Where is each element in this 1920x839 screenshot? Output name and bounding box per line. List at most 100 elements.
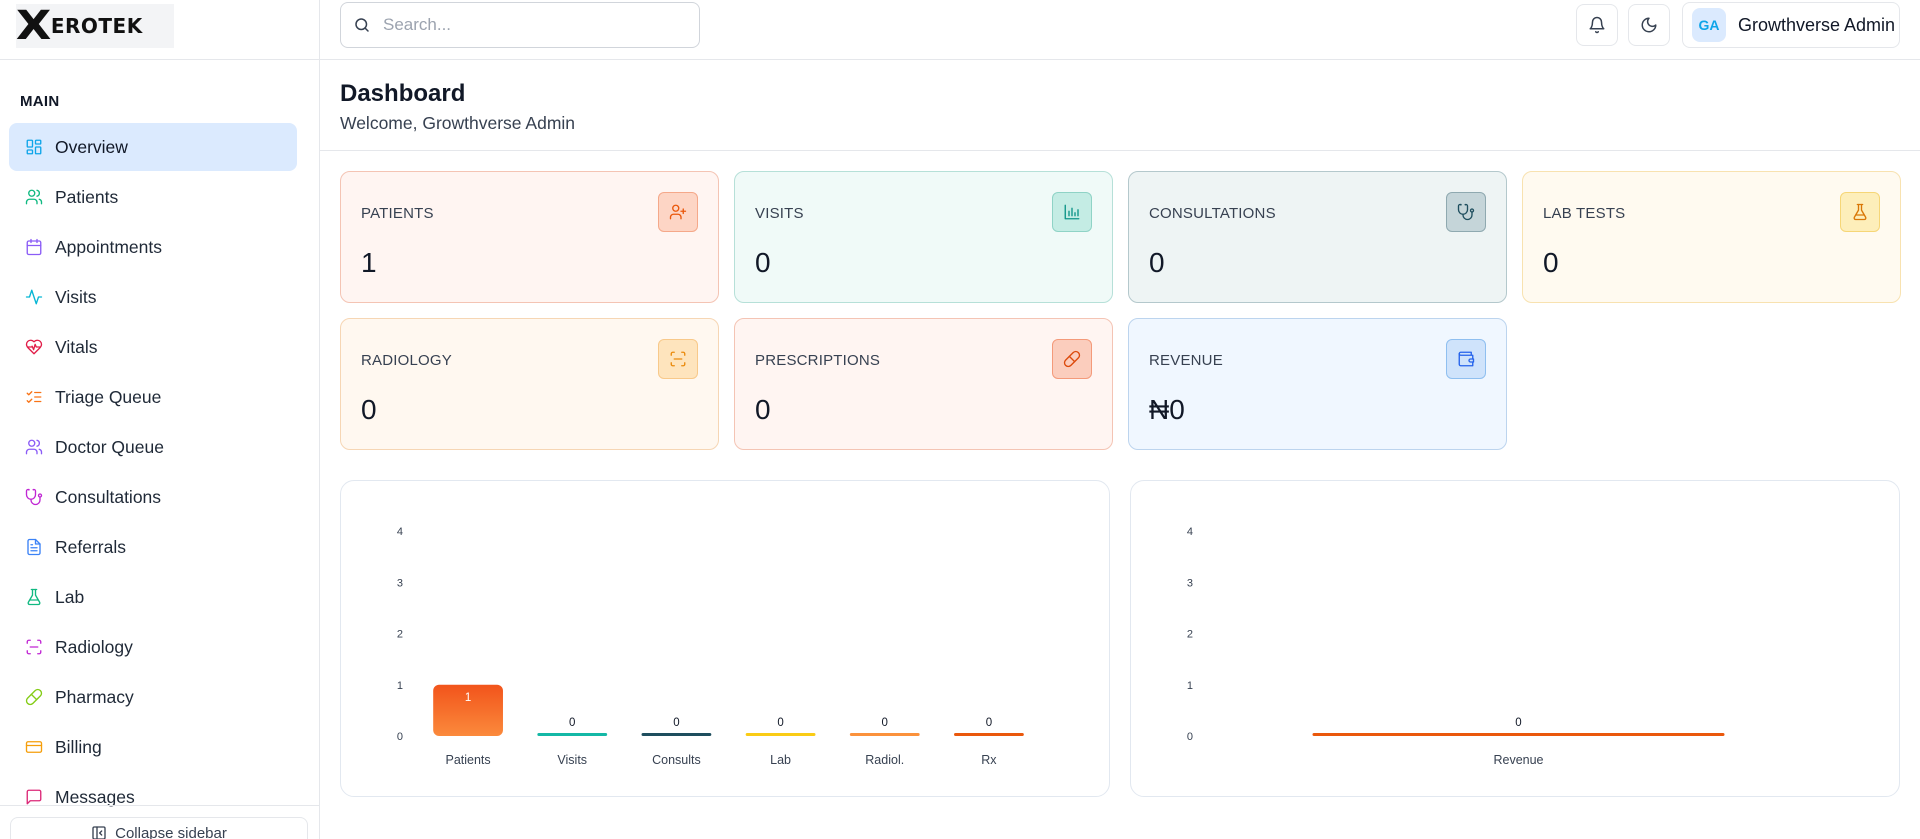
stat-value: 0 — [1543, 247, 1559, 278]
divider — [0, 59, 320, 60]
bar-consults[interactable] — [641, 733, 712, 736]
moon-icon — [1641, 17, 1657, 33]
theme-toggle-button[interactable] — [1628, 4, 1670, 46]
sidebar-item-label: Billing — [55, 736, 102, 757]
panel-left-icon — [92, 826, 106, 839]
sidebar-item-icon — [25, 188, 43, 206]
sidebar-section-title: MAIN — [20, 93, 60, 110]
calendar-icon — [26, 238, 42, 256]
stat-badge — [1446, 192, 1486, 232]
data-label: 0 — [569, 717, 575, 729]
sidebar-item-icon — [25, 488, 43, 506]
stat-label: RADIOLOGY — [361, 352, 452, 369]
sidebar-item-doctor-queue[interactable]: Doctor Queue — [9, 423, 297, 471]
user-menu-button[interactable]: GA Growthverse Admin — [1682, 2, 1900, 48]
scan-icon — [670, 351, 686, 367]
y-tick-label: 0 — [397, 731, 403, 743]
stat-card-prescriptions[interactable]: PRESCRIPTIONS 0 — [734, 318, 1113, 450]
x-tick-label: Patients — [445, 753, 490, 767]
stat-value: 0 — [755, 247, 771, 278]
sidebar-item-vitals[interactable]: Vitals — [9, 323, 297, 371]
sidebar-item-label: Radiology — [55, 636, 133, 657]
y-tick-label: 2 — [397, 629, 403, 641]
divider — [0, 805, 320, 806]
sidebar-item-visits[interactable]: Visits — [9, 273, 297, 321]
stat-label: LAB TESTS — [1543, 205, 1626, 222]
stat-card-radiology[interactable]: RADIOLOGY 0 — [340, 318, 719, 450]
sidebar-item-icon — [25, 338, 43, 356]
x-tick-label: Lab — [770, 753, 791, 767]
stat-badge — [1052, 339, 1092, 379]
bar-rx[interactable] — [954, 733, 1024, 736]
activity-icon — [25, 289, 43, 305]
logo-text: EROTEK — [50, 14, 143, 38]
file-text-icon — [27, 538, 41, 556]
heart-pulse-icon — [25, 339, 43, 355]
bar-lab[interactable] — [745, 733, 816, 736]
bell-icon — [1589, 16, 1605, 34]
y-tick-label: 2 — [1187, 629, 1193, 641]
message-square-icon — [26, 789, 42, 805]
y-tick-label: 4 — [1187, 526, 1193, 538]
y-tick-label: 1 — [397, 680, 403, 692]
bar-patients[interactable] — [433, 684, 503, 736]
sidebar-item-lab[interactable]: Lab — [9, 573, 297, 621]
brand-logo[interactable]: X EROTEK — [16, 4, 174, 48]
sidebar-item-icon — [25, 288, 43, 306]
stat-card-revenue[interactable]: REVENUE ₦0 — [1128, 318, 1507, 450]
pill-icon — [1063, 350, 1081, 368]
counts-bar-chart: 0 1 2 3 4 1 Patients 0 Visits 0 Consults 0 Lab 0 Radio… — [397, 526, 1024, 767]
collapse-sidebar-label: Collapse sidebar — [115, 825, 227, 839]
sidebar-item-label: Overview — [55, 136, 128, 157]
sidebar-item-label: Visits — [55, 286, 97, 307]
stat-card-patients[interactable]: PATIENTS 1 — [340, 171, 719, 303]
sidebar-item-referrals[interactable]: Referrals — [9, 523, 297, 571]
sidebar-item-overview[interactable]: Overview — [9, 123, 297, 171]
search-box[interactable] — [340, 2, 700, 48]
page-title: Dashboard — [340, 80, 466, 107]
search-input[interactable] — [383, 15, 683, 35]
sidebar-item-pharmacy[interactable]: Pharmacy — [9, 673, 297, 721]
sidebar-item-messages[interactable]: Messages — [9, 773, 297, 821]
data-label: 1 — [465, 692, 471, 704]
stat-label: PRESCRIPTIONS — [755, 352, 881, 369]
search-icon — [355, 18, 369, 32]
stat-label: VISITS — [755, 205, 804, 222]
data-label: 0 — [1515, 717, 1521, 729]
user-name: Growthverse Admin — [1738, 14, 1896, 35]
stat-card-consultations[interactable]: CONSULTATIONS 0 — [1128, 171, 1507, 303]
sidebar-item-icon — [25, 788, 43, 806]
sidebar-item-label: Vitals — [55, 336, 98, 357]
collapse-sidebar-button[interactable]: Collapse sidebar — [10, 817, 308, 839]
sidebar-item-patients[interactable]: Patients — [9, 173, 297, 221]
stat-badge — [1446, 339, 1486, 379]
user-group-icon — [25, 439, 43, 455]
sidebar-item-icon — [25, 688, 43, 706]
sidebar-nav: Overview Patients Appointments Visits Vitals… — [9, 123, 297, 823]
stat-card-visits[interactable]: VISITS 0 — [734, 171, 1113, 303]
revenue-bar-chart: 0 1 2 3 4 0 Revenue — [1187, 526, 1725, 767]
sidebar-item-billing[interactable]: Billing — [9, 723, 297, 771]
y-tick-label: 4 — [397, 526, 403, 538]
bar-chart-icon — [1064, 204, 1080, 220]
y-tick-label: 3 — [1187, 577, 1193, 589]
sidebar-item-radiology[interactable]: Radiology — [9, 623, 297, 671]
topbar: GA Growthverse Admin — [320, 0, 1920, 60]
sidebar-item-triage-queue[interactable]: Triage Queue — [9, 373, 297, 421]
bar-revenue[interactable] — [1312, 733, 1725, 736]
stat-badge — [1052, 192, 1092, 232]
notifications-button[interactable] — [1576, 4, 1618, 46]
bar-radiol-[interactable] — [849, 733, 920, 736]
sidebar-item-icon — [25, 538, 43, 556]
sidebar-item-consultations[interactable]: Consultations — [9, 473, 297, 521]
stethoscope-icon — [25, 488, 43, 506]
sidebar-item-icon — [25, 638, 43, 656]
flask-icon — [27, 588, 41, 606]
sidebar-item-label: Pharmacy — [55, 686, 134, 707]
x-tick-label: Consults — [652, 753, 701, 767]
bar-visits[interactable] — [537, 733, 608, 736]
x-tick-label: Revenue — [1493, 753, 1543, 767]
stat-card-lab-tests[interactable]: LAB TESTS 0 — [1522, 171, 1901, 303]
sidebar-item-appointments[interactable]: Appointments — [9, 223, 297, 271]
